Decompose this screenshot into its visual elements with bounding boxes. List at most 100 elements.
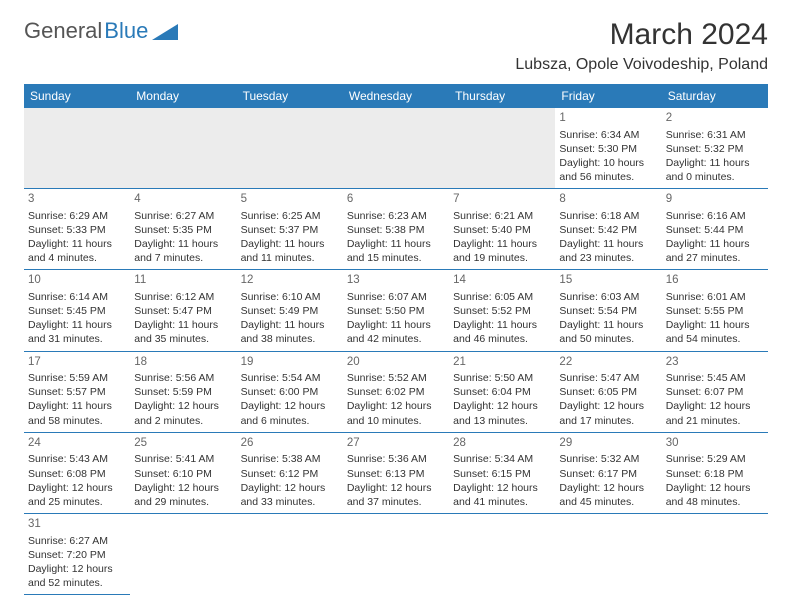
day-number: 16 (666, 273, 764, 289)
calendar-cell-empty (555, 514, 661, 595)
daylight-text: Daylight: 11 hours and 27 minutes. (666, 237, 764, 265)
calendar-cell: 3Sunrise: 6:29 AMSunset: 5:33 PMDaylight… (24, 189, 130, 270)
sunrise-text: Sunrise: 6:03 AM (559, 290, 657, 304)
calendar-body: 1Sunrise: 6:34 AMSunset: 5:30 PMDaylight… (24, 108, 768, 595)
day-number: 29 (559, 436, 657, 452)
daylight-text: Daylight: 12 hours and 52 minutes. (28, 562, 126, 590)
daylight-text: Daylight: 11 hours and 4 minutes. (28, 237, 126, 265)
sunset-text: Sunset: 5:42 PM (559, 223, 657, 237)
sunset-text: Sunset: 5:57 PM (28, 385, 126, 399)
sunrise-text: Sunrise: 6:12 AM (134, 290, 232, 304)
sunset-text: Sunset: 5:50 PM (347, 304, 445, 318)
calendar-cell: 14Sunrise: 6:05 AMSunset: 5:52 PMDayligh… (449, 270, 555, 351)
sunrise-text: Sunrise: 6:14 AM (28, 290, 126, 304)
calendar-cell: 20Sunrise: 5:52 AMSunset: 6:02 PMDayligh… (343, 352, 449, 433)
daylight-text: Daylight: 11 hours and 54 minutes. (666, 318, 764, 346)
daylight-text: Daylight: 12 hours and 48 minutes. (666, 481, 764, 509)
month-title: March 2024 (515, 18, 768, 52)
sunset-text: Sunset: 6:05 PM (559, 385, 657, 399)
weekday-header: Sunday (24, 84, 130, 108)
day-number: 11 (134, 273, 232, 289)
page-header: GeneralBlue March 2024 Lubsza, Opole Voi… (24, 18, 768, 74)
sunset-text: Sunset: 5:45 PM (28, 304, 126, 318)
daylight-text: Daylight: 11 hours and 11 minutes. (241, 237, 339, 265)
sunset-text: Sunset: 6:15 PM (453, 467, 551, 481)
day-number: 13 (347, 273, 445, 289)
calendar-cell: 25Sunrise: 5:41 AMSunset: 6:10 PMDayligh… (130, 433, 236, 514)
sunset-text: Sunset: 6:10 PM (134, 467, 232, 481)
daylight-text: Daylight: 11 hours and 23 minutes. (559, 237, 657, 265)
sunset-text: Sunset: 5:47 PM (134, 304, 232, 318)
sunset-text: Sunset: 6:00 PM (241, 385, 339, 399)
day-number: 17 (28, 355, 126, 371)
sunrise-text: Sunrise: 5:50 AM (453, 371, 551, 385)
daylight-text: Daylight: 12 hours and 13 minutes. (453, 399, 551, 427)
calendar-cell: 12Sunrise: 6:10 AMSunset: 5:49 PMDayligh… (237, 270, 343, 351)
day-number: 14 (453, 273, 551, 289)
sunrise-text: Sunrise: 6:10 AM (241, 290, 339, 304)
calendar-cell: 24Sunrise: 5:43 AMSunset: 6:08 PMDayligh… (24, 433, 130, 514)
day-number: 3 (28, 192, 126, 208)
sunrise-text: Sunrise: 6:31 AM (666, 128, 764, 142)
sunset-text: Sunset: 5:40 PM (453, 223, 551, 237)
sunset-text: Sunset: 5:44 PM (666, 223, 764, 237)
calendar-cell-empty (449, 514, 555, 595)
daylight-text: Daylight: 12 hours and 17 minutes. (559, 399, 657, 427)
calendar-cell: 30Sunrise: 5:29 AMSunset: 6:18 PMDayligh… (662, 433, 768, 514)
daylight-text: Daylight: 12 hours and 37 minutes. (347, 481, 445, 509)
sunrise-text: Sunrise: 5:47 AM (559, 371, 657, 385)
sunset-text: Sunset: 6:13 PM (347, 467, 445, 481)
daylight-text: Daylight: 11 hours and 50 minutes. (559, 318, 657, 346)
calendar-cell-blank (24, 108, 130, 189)
calendar-cell: 27Sunrise: 5:36 AMSunset: 6:13 PMDayligh… (343, 433, 449, 514)
day-number: 27 (347, 436, 445, 452)
daylight-text: Daylight: 11 hours and 31 minutes. (28, 318, 126, 346)
weekday-header: Saturday (662, 84, 768, 108)
day-number: 15 (559, 273, 657, 289)
calendar-cell: 16Sunrise: 6:01 AMSunset: 5:55 PMDayligh… (662, 270, 768, 351)
calendar-cell: 10Sunrise: 6:14 AMSunset: 5:45 PMDayligh… (24, 270, 130, 351)
calendar-cell-blank (130, 108, 236, 189)
sunrise-text: Sunrise: 5:36 AM (347, 452, 445, 466)
day-number: 22 (559, 355, 657, 371)
weekday-header: Thursday (449, 84, 555, 108)
weekday-header: Friday (555, 84, 661, 108)
day-number: 30 (666, 436, 764, 452)
sunset-text: Sunset: 5:54 PM (559, 304, 657, 318)
weekday-header: Tuesday (237, 84, 343, 108)
day-number: 1 (559, 111, 657, 127)
sunrise-text: Sunrise: 6:27 AM (134, 209, 232, 223)
day-number: 7 (453, 192, 551, 208)
location-text: Lubsza, Opole Voivodeship, Poland (515, 56, 768, 74)
calendar-cell-empty (237, 514, 343, 595)
calendar-cell-empty (662, 514, 768, 595)
sunrise-text: Sunrise: 6:21 AM (453, 209, 551, 223)
calendar-cell: 9Sunrise: 6:16 AMSunset: 5:44 PMDaylight… (662, 189, 768, 270)
daylight-text: Daylight: 11 hours and 46 minutes. (453, 318, 551, 346)
day-number: 31 (28, 517, 126, 533)
triangle-icon (152, 22, 178, 40)
daylight-text: Daylight: 12 hours and 45 minutes. (559, 481, 657, 509)
sunset-text: Sunset: 5:55 PM (666, 304, 764, 318)
calendar-cell: 6Sunrise: 6:23 AMSunset: 5:38 PMDaylight… (343, 189, 449, 270)
sunset-text: Sunset: 5:33 PM (28, 223, 126, 237)
day-number: 6 (347, 192, 445, 208)
day-number: 20 (347, 355, 445, 371)
sunrise-text: Sunrise: 5:52 AM (347, 371, 445, 385)
day-number: 2 (666, 111, 764, 127)
daylight-text: Daylight: 11 hours and 19 minutes. (453, 237, 551, 265)
calendar-cell-empty (343, 514, 449, 595)
sunrise-text: Sunrise: 5:38 AM (241, 452, 339, 466)
day-number: 12 (241, 273, 339, 289)
calendar-weekday-header: SundayMondayTuesdayWednesdayThursdayFrid… (24, 84, 768, 108)
calendar-cell: 7Sunrise: 6:21 AMSunset: 5:40 PMDaylight… (449, 189, 555, 270)
calendar-cell: 18Sunrise: 5:56 AMSunset: 5:59 PMDayligh… (130, 352, 236, 433)
day-number: 5 (241, 192, 339, 208)
sunrise-text: Sunrise: 6:01 AM (666, 290, 764, 304)
calendar-cell-blank (237, 108, 343, 189)
sunset-text: Sunset: 6:04 PM (453, 385, 551, 399)
title-block: March 2024 Lubsza, Opole Voivodeship, Po… (515, 18, 768, 74)
calendar-cell: 2Sunrise: 6:31 AMSunset: 5:32 PMDaylight… (662, 108, 768, 189)
sunrise-text: Sunrise: 5:34 AM (453, 452, 551, 466)
daylight-text: Daylight: 12 hours and 25 minutes. (28, 481, 126, 509)
